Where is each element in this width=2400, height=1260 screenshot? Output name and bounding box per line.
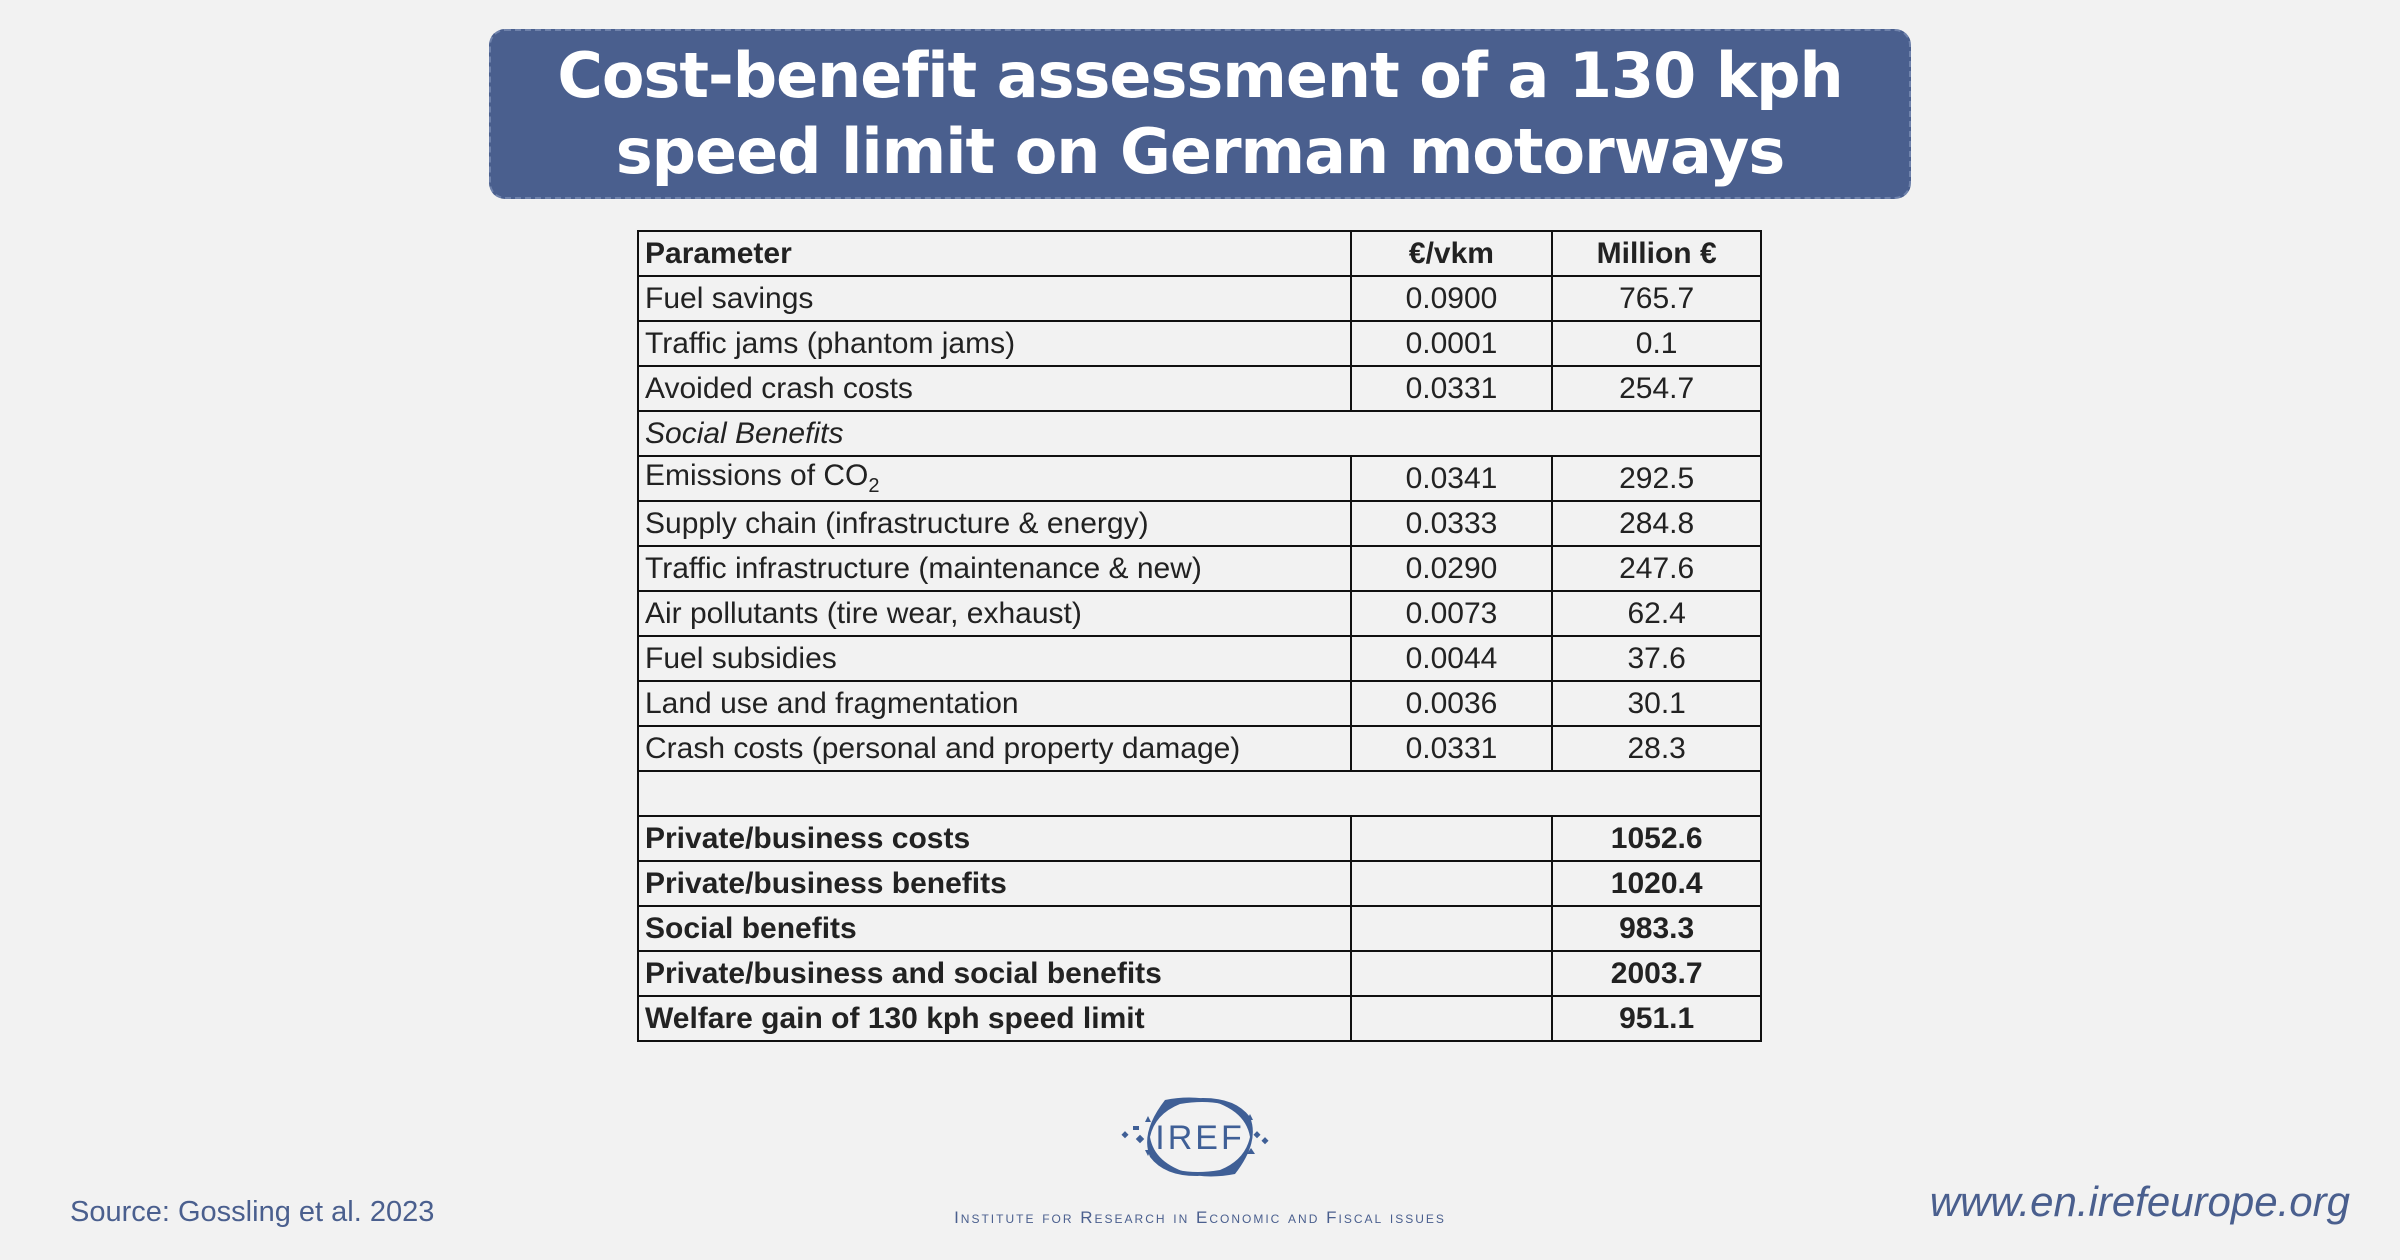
cell-million: 983.3 (1551, 905, 1762, 952)
cell-parameter: Supply chain (infrastructure & energy) (637, 500, 1352, 547)
cell-million: 284.8 (1551, 500, 1762, 547)
cell-vkm: 0.0331 (1349, 725, 1554, 772)
cell-vkm: 0.0044 (1349, 635, 1554, 682)
cell-vkm: 0.0333 (1349, 500, 1554, 547)
cell-parameter: Fuel subsidies (637, 635, 1352, 682)
table-row: Land use and fragmentation 0.0036 30.1 (637, 680, 1762, 727)
cell-vkm (1349, 950, 1554, 997)
cell-vkm: 0.0036 (1349, 680, 1554, 727)
total-row: Welfare gain of 130 kph speed limit 951.1 (637, 995, 1762, 1042)
cell-parameter: Welfare gain of 130 kph speed limit (637, 995, 1352, 1042)
cell-million: 1020.4 (1551, 860, 1762, 907)
table-header-row: Parameter €/vkm Million € (637, 230, 1762, 277)
iref-logo-graphic: IREF (1121, 1097, 1269, 1177)
cell-vkm: 0.0331 (1349, 365, 1554, 412)
cost-benefit-table: Parameter €/vkm Million € Fuel savings 0.… (637, 230, 1762, 1042)
title-banner: Cost-benefit assessment of a 130 kph spe… (489, 29, 1911, 199)
page-title: Cost-benefit assessment of a 130 kph spe… (557, 39, 1843, 188)
logo-caption: Institute for Research in Economic and F… (954, 1208, 1446, 1227)
cell-vkm: 0.0290 (1349, 545, 1554, 592)
co2-subscript: 2 (868, 475, 880, 497)
cell-million: 2003.7 (1551, 950, 1762, 997)
cell-million: 765.7 (1551, 275, 1762, 322)
spacer-row (637, 770, 1762, 817)
cell-vkm: 0.0341 (1349, 455, 1554, 502)
website-url[interactable]: www.en.irefeurope.org (1929, 1178, 2350, 1225)
cell-parameter: Air pollutants (tire wear, exhaust) (637, 590, 1352, 637)
cell-vkm: 0.0001 (1349, 320, 1554, 367)
table-row: Avoided crash costs 0.0331 254.7 (637, 365, 1762, 412)
cell-parameter: Social benefits (637, 905, 1352, 952)
empty-cell (637, 770, 1762, 817)
cell-parameter: Land use and fragmentation (637, 680, 1352, 727)
cell-parameter: Traffic infrastructure (maintenance & ne… (637, 545, 1352, 592)
cell-million: 254.7 (1551, 365, 1762, 412)
section-label: Social Benefits (637, 410, 1762, 457)
table-row: Air pollutants (tire wear, exhaust) 0.007… (637, 590, 1762, 637)
cell-million: 1052.6 (1551, 815, 1762, 862)
cell-million: 292.5 (1551, 455, 1762, 502)
header-parameter: Parameter (637, 230, 1352, 277)
cell-parameter: Crash costs (personal and property damag… (637, 725, 1352, 772)
header-million: Million € (1551, 230, 1762, 277)
total-row: Social benefits 983.3 (637, 905, 1762, 952)
total-row: Private/business and social benefits 2003… (637, 950, 1762, 997)
table-row: Traffic infrastructure (maintenance & ne… (637, 545, 1762, 592)
total-row: Private/business costs 1052.6 (637, 815, 1762, 862)
cell-parameter: Avoided crash costs (637, 365, 1352, 412)
iref-logo-text: IREF (1155, 1119, 1244, 1157)
iref-logo: IREF (1105, 1092, 1295, 1182)
table-row: Supply chain (infrastructure & energy) 0.… (637, 500, 1762, 547)
table-row: Traffic jams (phantom jams) 0.0001 0.1 (637, 320, 1762, 367)
table-row: Fuel subsidies 0.0044 37.6 (637, 635, 1762, 682)
cell-vkm (1349, 815, 1554, 862)
cell-vkm (1349, 905, 1554, 952)
cell-parameter: Private/business benefits (637, 860, 1352, 907)
cell-million: 0.1 (1551, 320, 1762, 367)
cell-parameter: Traffic jams (phantom jams) (637, 320, 1352, 367)
cell-vkm (1349, 995, 1554, 1042)
source-note: Source: Gossling et al. 2023 (70, 1196, 435, 1228)
co2-label: Emissions of CO (645, 459, 869, 492)
cell-vkm (1349, 860, 1554, 907)
cell-parameter: Fuel savings (637, 275, 1352, 322)
cell-parameter: Private/business costs (637, 815, 1352, 862)
cell-parameter: Emissions of CO2 (637, 455, 1352, 502)
cell-million: 951.1 (1551, 995, 1762, 1042)
cell-parameter: Private/business and social benefits (637, 950, 1352, 997)
cell-million: 30.1 (1551, 680, 1762, 727)
cell-vkm: 0.0900 (1349, 275, 1554, 322)
cell-million: 28.3 (1551, 725, 1762, 772)
section-row: Social Benefits (637, 410, 1762, 457)
cell-million: 37.6 (1551, 635, 1762, 682)
table-row: Emissions of CO2 0.0341 292.5 (637, 455, 1762, 502)
cell-vkm: 0.0073 (1349, 590, 1554, 637)
header-vkm: €/vkm (1349, 230, 1554, 277)
cell-million: 62.4 (1551, 590, 1762, 637)
total-row: Private/business benefits 1020.4 (637, 860, 1762, 907)
table-row: Fuel savings 0.0900 765.7 (637, 275, 1762, 322)
cell-million: 247.6 (1551, 545, 1762, 592)
table-row: Crash costs (personal and property damag… (637, 725, 1762, 772)
